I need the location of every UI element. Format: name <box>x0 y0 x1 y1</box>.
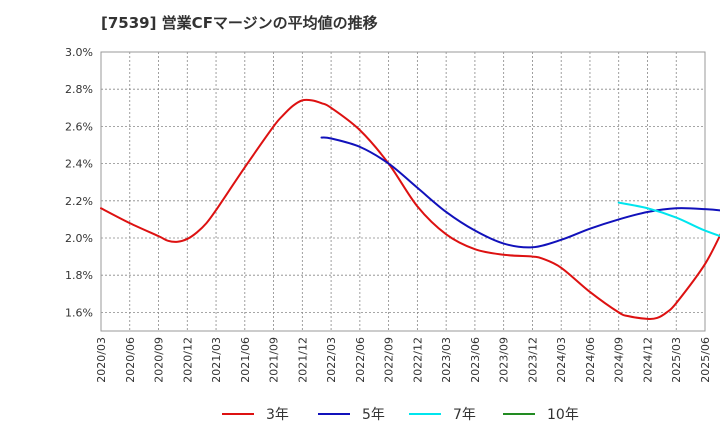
legend: 3年 5年 7年 10年 <box>222 407 579 423</box>
x-tick-label: 2020/06 <box>124 337 137 383</box>
series-line-7年 <box>617 201 720 238</box>
x-tick-label: 2022/09 <box>383 337 396 383</box>
y-tick-label: 2.2% <box>65 195 93 208</box>
x-tick-label: 2024/03 <box>555 337 568 383</box>
x-tick-label: 2024/06 <box>584 337 597 383</box>
legend-label: 7年 <box>453 407 476 423</box>
y-tick-label: 2.8% <box>65 83 93 96</box>
legend-label: 10年 <box>547 407 579 423</box>
x-tick-label: 2023/06 <box>469 337 482 383</box>
x-tick-label: 2021/09 <box>268 337 281 383</box>
x-tick-label: 2020/03 <box>95 337 108 383</box>
y-tick-label: 2.4% <box>65 158 93 171</box>
x-tick-label: 2020/12 <box>181 337 194 383</box>
series-lines <box>100 98 720 321</box>
y-tick-label: 1.8% <box>65 269 93 282</box>
legend-item: 7年 <box>409 407 476 423</box>
legend-item: 10年 <box>503 407 579 423</box>
x-tick-label: 2022/03 <box>325 337 338 383</box>
legend-label: 3年 <box>266 407 289 423</box>
grid <box>100 51 706 331</box>
legend-item: 5年 <box>318 407 385 423</box>
x-tick-label: 2023/12 <box>526 337 539 383</box>
x-tick-label: 2021/06 <box>239 337 252 383</box>
y-tick-label: 1.6% <box>65 306 93 319</box>
x-tick-label: 2024/09 <box>613 337 626 383</box>
x-tick-label: 2020/09 <box>153 337 166 383</box>
series-line-3年 <box>100 98 720 321</box>
legend-item: 3年 <box>222 407 289 423</box>
y-axis: 1.6% 1.8% 2.0% 2.2% 2.4% 2.6% 2.8% 3.0% <box>65 46 93 319</box>
x-tick-label: 2023/09 <box>498 337 511 383</box>
y-tick-label: 2.6% <box>65 120 93 133</box>
x-tick-label: 2025/03 <box>670 337 683 383</box>
chart-title: [7539] 営業CFマージンの平均値の推移 <box>101 14 378 32</box>
x-tick-label: 2021/12 <box>296 337 309 383</box>
y-tick-label: 3.0% <box>65 46 93 59</box>
x-tick-label: 2025/06 <box>699 337 712 383</box>
x-tick-label: 2022/12 <box>411 337 424 383</box>
series-line-5年 <box>320 136 720 249</box>
legend-label: 5年 <box>362 407 385 423</box>
x-tick-label: 2022/06 <box>354 337 367 383</box>
plot-frame <box>100 51 706 332</box>
x-tick-label: 2021/03 <box>210 337 223 383</box>
x-tick-label: 2023/03 <box>440 337 453 383</box>
x-tick-label: 2024/12 <box>641 337 654 383</box>
x-axis: 2020/03 2020/06 2020/09 2020/12 2021/03 2021/… <box>95 337 712 383</box>
y-tick-label: 2.0% <box>65 232 93 245</box>
